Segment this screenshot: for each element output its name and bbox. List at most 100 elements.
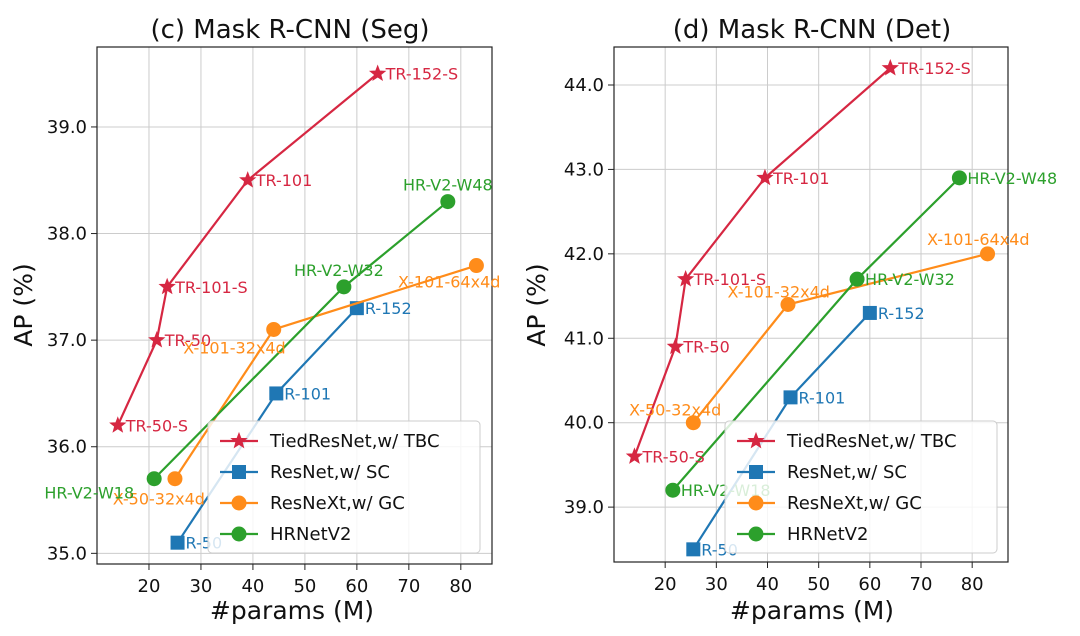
x-tick-label: 80 [449,576,472,597]
x-tick-label: 20 [654,574,677,595]
point-label: R-101 [284,384,331,403]
point-label: X-101-32x4d [183,338,285,357]
point-label: HR-V2-W48 [967,169,1057,188]
x-tick-label: 30 [189,576,212,597]
point-label: HR-V2-W48 [403,176,493,195]
chart-d-series [625,58,996,557]
data-point [676,270,695,287]
data-point [468,258,484,274]
legend-entry: HRNetV2 [787,524,868,545]
data-point [756,168,774,186]
point-label: TR-101-S [174,278,247,297]
point-label: TR-50-S [125,416,188,435]
point-label: TR-101 [255,171,313,190]
legend-marker [231,526,247,542]
series-line [116,72,379,426]
y-tick-label: 38.0 [47,224,87,245]
data-point [685,415,701,431]
legend-entry: HRNetV2 [270,524,351,545]
data-point [368,64,387,82]
chart-d-axes-frame [613,46,1009,563]
chart-d-ticks: 20 30 40 50 60 70 80 39.0 40.0 41.0 42.0 43.0 44.0 [564,75,984,595]
y-tick-label: 40.0 [564,413,604,434]
chart-c-ticks: 20 30 40 50 60 70 80 35.0 36.0 37.0 38.0 39.0 [47,117,472,597]
legend-entry: ResNeXt,w/ GC [270,493,405,514]
data-point [266,321,282,337]
point-label: X-50-32x4d [113,490,205,509]
point-label: X-101-64x4d [927,230,1029,249]
data-point [167,471,183,487]
y-tick-label: 36.0 [47,437,87,458]
chart-c: 20 30 40 50 60 70 80 35.0 36.0 37.0 38.0 39.0 TR-50… [9,15,500,625]
legend-marker [230,431,248,449]
legend-marker [232,465,246,479]
point-label: HR-V2-W18 [44,484,134,503]
x-tick-label: 50 [293,576,316,597]
y-tick-label: 35.0 [47,543,87,564]
x-tick-label: 20 [138,576,161,597]
data-point [783,390,798,405]
legend-marker [231,495,247,511]
point-label: HR-V2-W32 [865,270,955,289]
legend-box [724,420,998,554]
point-label: TR-101-S [693,270,766,289]
data-point [862,305,877,320]
legend-marker [749,465,763,479]
data-point [269,386,284,401]
x-tick-label: 60 [345,576,368,597]
chart-d-legend: TiedResNet,w/ TBC ResNet,w/ SC ResNeXt,w/ … [724,420,998,554]
point-label: TR-50 [682,338,729,357]
data-point [625,447,644,464]
y-tick-label: 42.0 [564,244,604,265]
data-point [239,171,257,188]
y-tick-label: 41.0 [564,328,604,349]
data-point [780,297,796,312]
y-tick-label: 43.0 [564,159,604,180]
x-tick-label: 80 [961,574,984,595]
y-tick-label: 39.0 [564,497,604,518]
data-point [336,279,352,295]
point-label: TR-152-S [897,59,970,78]
data-point [980,246,996,262]
data-point [109,416,127,433]
legend-marker [747,431,765,449]
point-label: TR-152-S [385,65,458,84]
point-label: X-101-64x4d [398,273,500,292]
point-label: R-152 [878,304,925,323]
point-label: TR-50-S [641,447,704,466]
chart-c-title: (c) Mask R-CNN (Seg) [150,15,429,45]
x-tick-label: 50 [807,574,830,595]
chart-c-legend: TiedResNet,w/ TBC ResNet,w/ SC ResNeXt,w/ … [207,420,481,554]
point-label: X-50-32x4d [629,401,721,420]
chart-c-ylabel: AP (%) [9,263,38,346]
chart-d-xlabel: #params (M) [730,596,894,625]
point-label: HR-V2-W32 [294,261,384,280]
data-point [666,337,685,355]
chart-d-ylabel: AP (%) [522,263,551,346]
y-tick-label: 37.0 [47,330,87,351]
data-point [951,170,967,186]
series-line [633,67,892,457]
data-point [170,535,185,550]
point-label: X-101-32x4d [728,283,830,302]
x-tick-label: 30 [705,574,728,595]
point-label: TR-50 [164,331,211,350]
x-tick-label: 70 [910,574,933,595]
data-point [881,58,899,76]
legend-entry: TiedResNet,w/ TBC [269,431,440,452]
legend-entry: ResNeXt,w/ GC [787,493,922,514]
data-point [146,471,162,487]
chart-c-point-labels: TR-50-STR-50TR-101-STR-101TR-152-SR-50R-… [44,65,500,553]
x-tick-label: 40 [756,574,779,595]
point-label: TR-101 [772,169,830,188]
legend-marker [748,526,764,542]
chart-d-title: (d) Mask R-CNN (Det) [673,15,952,45]
data-point [849,271,865,287]
data-point [440,194,456,210]
data-point [148,331,166,348]
data-point [686,542,701,557]
point-label: R-152 [365,299,412,318]
x-tick-label: 70 [397,576,420,597]
y-tick-label: 44.0 [564,75,604,96]
